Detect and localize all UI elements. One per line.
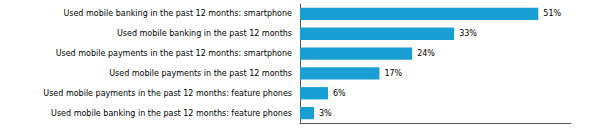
svg-text:Used mobile payments in the pa: Used mobile payments in the past 12 mont… — [109, 69, 292, 78]
svg-text:Used mobile banking in the pas: Used mobile banking in the past 12 month… — [63, 9, 292, 18]
svg-text:Used mobile payments in the pa: Used mobile payments in the past 12 mont… — [43, 89, 292, 98]
svg-text:Used mobile banking in the pas: Used mobile banking in the past 12 month… — [117, 29, 292, 38]
svg-text:51%: 51% — [543, 9, 561, 18]
svg-text:6%: 6% — [333, 89, 346, 98]
svg-text:Used mobile banking in the pas: Used mobile banking in the past 12 month… — [51, 109, 292, 118]
svg-text:3%: 3% — [319, 109, 332, 118]
svg-text:17%: 17% — [384, 69, 402, 78]
svg-text:24%: 24% — [417, 49, 435, 58]
svg-text:Used mobile payments in the pa: Used mobile payments in the past 12 mont… — [56, 49, 292, 58]
svg-text:33%: 33% — [459, 29, 477, 38]
